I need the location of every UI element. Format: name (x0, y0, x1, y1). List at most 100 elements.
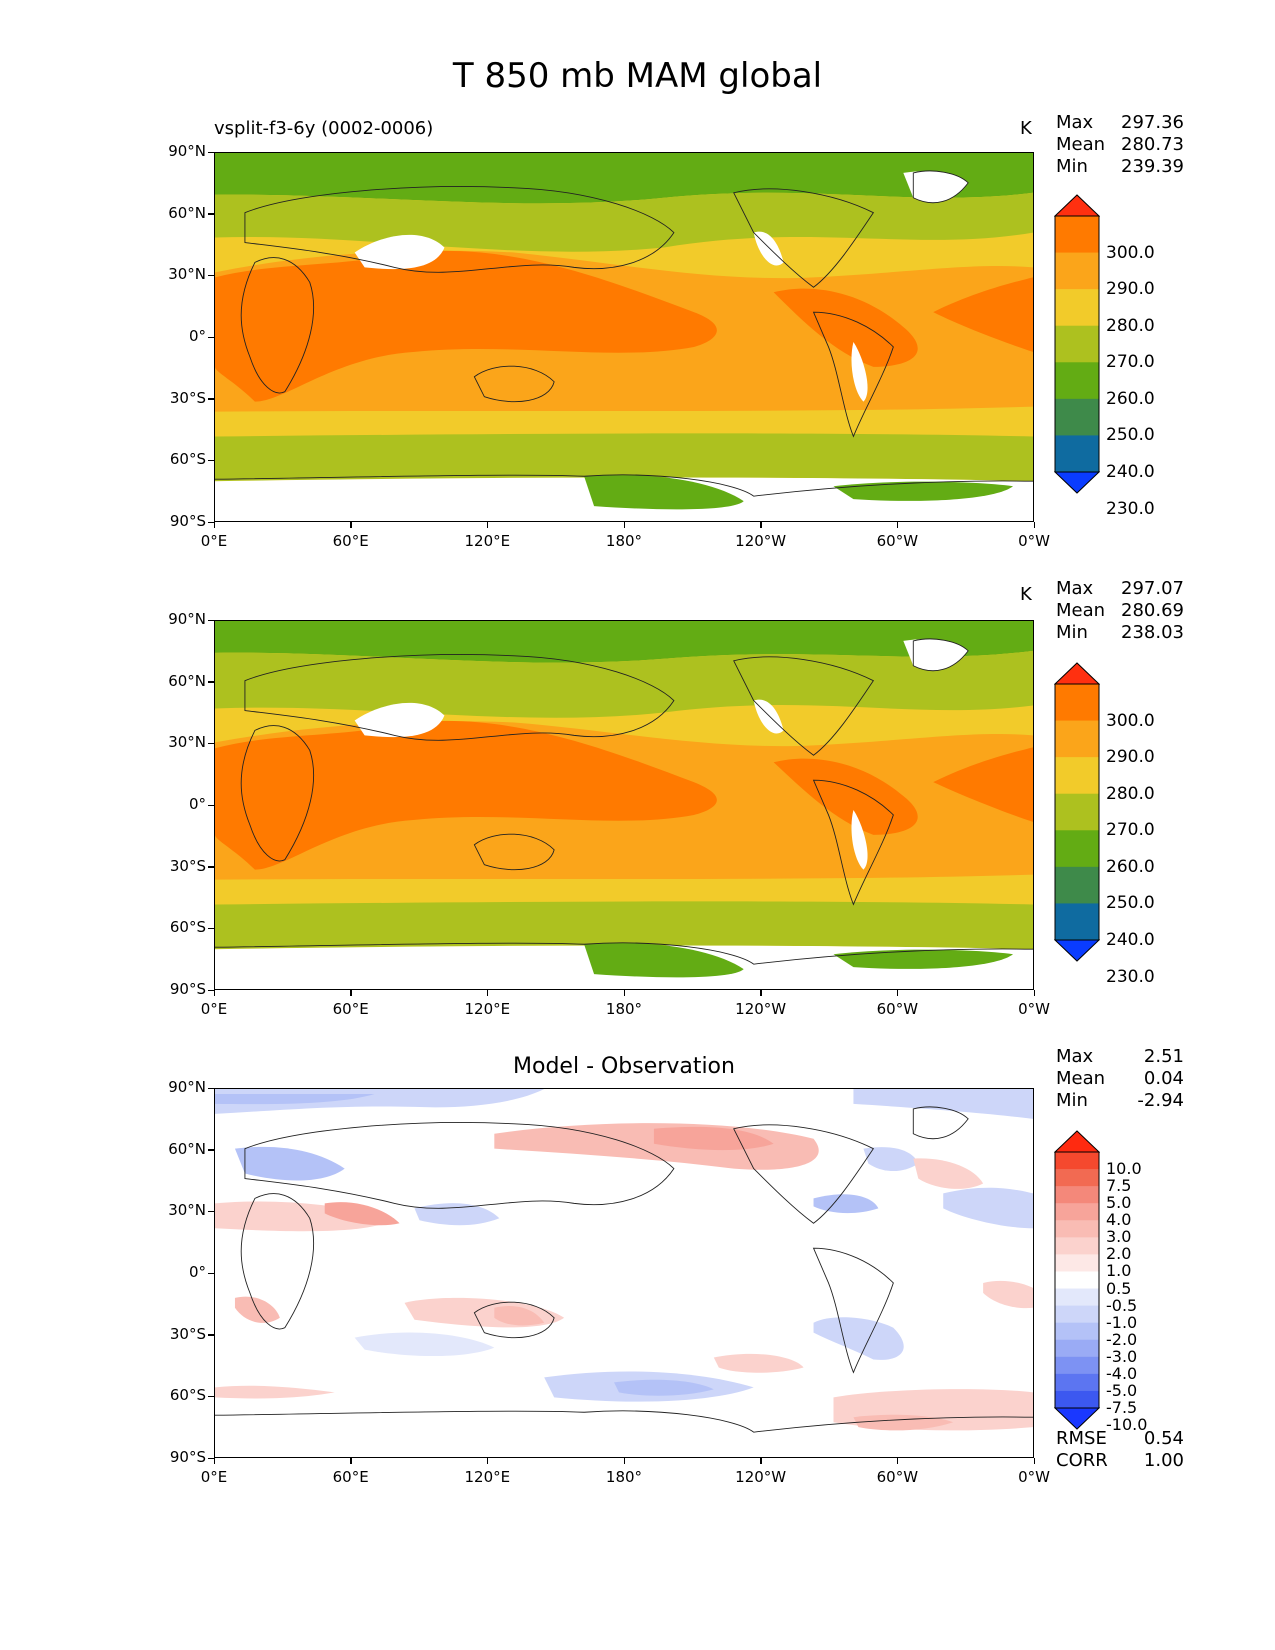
metric-label: RMSE (1056, 1428, 1107, 1449)
colorbar-extend-top (1054, 194, 1100, 217)
colorbar-tick-label: 4.0 (1106, 1210, 1132, 1230)
metrics-block: RMSE 0.54 CORR 1.00 (1056, 1428, 1184, 1472)
lat-tick-label: 90°N (168, 142, 206, 160)
colorbar-extend-top (1054, 1130, 1100, 1153)
lat-tick-mark (208, 1334, 214, 1336)
colorbar-outline (1054, 1151, 1100, 1409)
lon-tick-label: 180° (605, 1468, 643, 1486)
colorbar-tick-label: 240.0 (1106, 930, 1155, 950)
lon-tick-mark (623, 1458, 625, 1464)
lat-tick-label: 30°N (168, 265, 206, 284)
metric-value: 1.00 (1143, 1450, 1184, 1471)
colorbar-tick-label: 1.0 (1106, 1261, 1132, 1281)
colorbar-tick-label: 280.0 (1106, 315, 1155, 336)
colorbar-segment (1055, 1373, 1099, 1392)
colorbar (1054, 662, 1100, 962)
colorbar-segment (1055, 1254, 1099, 1272)
colorbar-tick-label: 230.0 (1106, 966, 1155, 987)
stat-value: 0.04 (1143, 1068, 1184, 1089)
lon-tick-mark (760, 990, 762, 996)
colorbar-tick-label: -10.0 (1106, 1415, 1148, 1435)
panel-subtitle: vsplit-f3-6y (0002-0006) (214, 118, 434, 139)
colorbar-segment (1055, 1220, 1099, 1238)
colorbar-tick-label: -3.0 (1106, 1346, 1138, 1366)
stat-label: Max (1056, 578, 1094, 599)
colorbar-segment (1055, 1203, 1099, 1221)
colorbar-tick-label: -2.0 (1106, 1329, 1138, 1349)
colorbar-segment (1055, 1186, 1099, 1204)
lat-tick-label: 0° (188, 1263, 206, 1281)
stat-value: 239.39 (1121, 156, 1184, 177)
colorbar-extend-bottom (1054, 471, 1100, 494)
colorbar-tick-label: -7.5 (1106, 1398, 1138, 1417)
lat-tick-label: 60°S (169, 918, 206, 937)
colorbar-segment (1055, 435, 1099, 473)
lat-tick-label: 90°S (169, 512, 206, 530)
map-difference (214, 1088, 1034, 1458)
stat-label: Mean (1056, 1068, 1106, 1089)
lon-tick-label: 120°E (464, 1468, 511, 1486)
colorbar-segment (1055, 1169, 1099, 1187)
lon-tick-mark (896, 990, 899, 996)
lon-tick-mark (1033, 522, 1035, 528)
lat-tick-mark (208, 1457, 214, 1459)
lat-tick-label: 30°N (168, 1201, 206, 1220)
colorbar-tick-label: -4.0 (1106, 1363, 1138, 1383)
stat-label: Mean (1056, 600, 1106, 621)
colorbar-segment (1055, 362, 1099, 400)
lat-tick-mark (208, 1087, 214, 1089)
colorbar-tick-label: 2.0 (1106, 1244, 1132, 1264)
lat-tick-mark (208, 681, 214, 683)
colorbar-tick-label: 250.0 (1106, 893, 1155, 914)
lon-tick-mark (486, 1458, 489, 1464)
colorbar-tick-label: 260.0 (1106, 388, 1155, 409)
lon-tick-label: 0°E (200, 1000, 228, 1018)
colorbar-graphic (1054, 662, 1100, 962)
colorbar-tick-label: 240.0 (1106, 462, 1155, 482)
lat-tick-label: 90°N (168, 610, 206, 628)
lat-tick-mark (208, 274, 214, 277)
colorbar-segment (1055, 1152, 1099, 1170)
colorbar-tick-label: 300.0 (1106, 710, 1155, 731)
temperature-field-observation (215, 621, 1033, 989)
colorbar-extend-bottom (1054, 1407, 1100, 1430)
metric-value: 0.54 (1143, 1428, 1184, 1449)
colorbar-segment (1055, 216, 1099, 254)
colorbar-segment (1055, 1271, 1099, 1290)
lat-tick-label: 30°S (169, 856, 206, 875)
lat-tick-label: 60°S (169, 450, 206, 469)
lon-tick-label: 60°E (332, 1000, 369, 1018)
colorbar-tick-label: -0.5 (1106, 1295, 1138, 1315)
units-label: K (1020, 118, 1032, 139)
lon-tick-mark (623, 990, 625, 996)
stat-value: 297.36 (1121, 112, 1184, 133)
colorbar-graphic (1054, 194, 1100, 494)
stat-label: Max (1056, 1046, 1094, 1067)
lon-tick-mark (760, 1458, 762, 1464)
colorbar-tick-label: 250.0 (1106, 425, 1155, 446)
lat-tick-label: 0° (188, 327, 206, 345)
lat-tick-mark (208, 927, 214, 930)
colorbar-graphic (1054, 1130, 1100, 1430)
lat-tick-label: 60°N (168, 203, 206, 222)
map-observation (214, 620, 1034, 990)
lon-tick-label: 180° (605, 532, 643, 550)
metric-label: CORR (1056, 1450, 1108, 1471)
lon-tick-mark (1033, 1458, 1035, 1464)
lat-tick-mark (208, 398, 214, 400)
stat-label: Min (1056, 1090, 1088, 1111)
lon-tick-label: 0°W (1018, 1000, 1050, 1018)
colorbar-tick-label: 10.0 (1106, 1159, 1142, 1179)
lat-tick-label: 30°S (169, 1324, 206, 1343)
lat-tick-mark (208, 1149, 214, 1151)
colorbar-segment (1055, 757, 1099, 795)
colorbar-segment (1055, 684, 1099, 722)
lon-tick-label: 180° (605, 1000, 643, 1018)
lon-tick-mark (1033, 990, 1035, 996)
colorbar-tick-label: -1.0 (1106, 1312, 1138, 1332)
colorbar-tick-label: 230.0 (1106, 498, 1155, 519)
lat-tick-label: 30°N (168, 733, 206, 752)
colorbar-segment (1055, 1322, 1099, 1341)
lon-tick-label: 0°E (200, 532, 228, 550)
colorbar-segment (1055, 830, 1099, 868)
